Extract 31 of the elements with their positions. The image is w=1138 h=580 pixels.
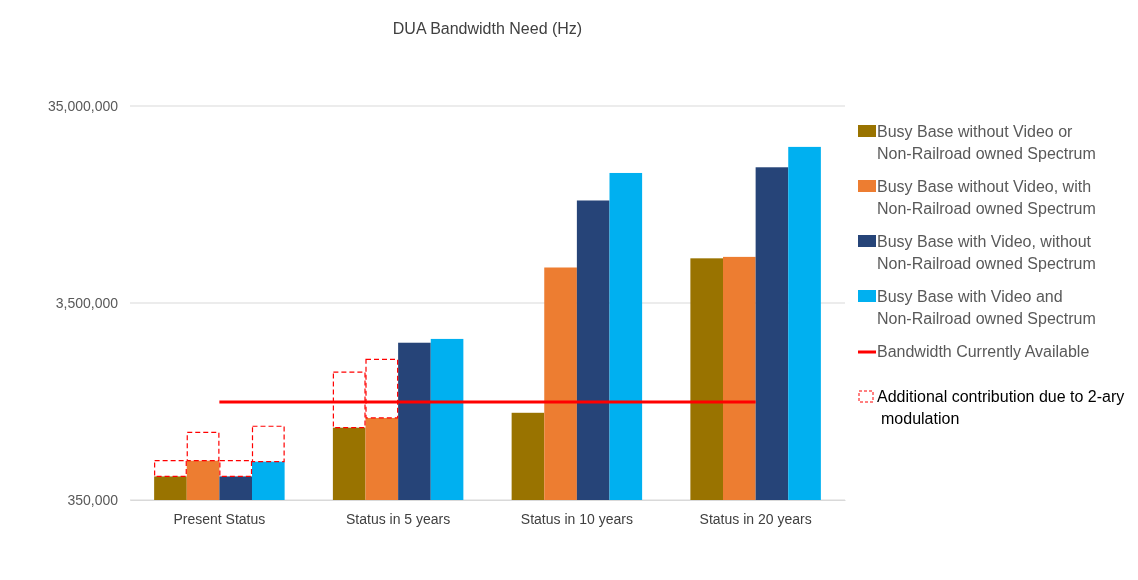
bar: [755, 167, 789, 500]
bar: [609, 172, 643, 500]
bar: [365, 417, 399, 500]
bar: [430, 338, 464, 500]
x-tick-label: Status in 10 years: [520, 510, 633, 527]
chart-title: DUA Bandwidth Need (Hz): [392, 20, 583, 37]
legend-label: Busy Base with Video and Non-Railroad owned Spectrum: [877, 288, 1096, 327]
x-tick-label: Present Status: [173, 510, 266, 527]
legend-label: Busy Base with Video, without Non-Railroad owned Spectrum: [877, 233, 1096, 272]
x-tick-label: Status in 5 years: [345, 510, 451, 527]
bar: [186, 460, 220, 500]
bar: [511, 412, 545, 500]
bar: [332, 427, 366, 500]
legend-label: Additional contribution due to 2-ary modulation: [877, 388, 1125, 427]
bar: [544, 267, 577, 500]
legend-label: Busy Base without Video or Non-Railroad owned Spectrum: [877, 123, 1096, 162]
x-tick-label: Status in 20 years: [699, 510, 812, 527]
legend-label: Bandwidth Currently Available: [877, 343, 1090, 360]
bar: [690, 258, 723, 500]
bar: [219, 476, 252, 500]
bar: [723, 256, 756, 500]
bar: [576, 200, 610, 500]
bar: [252, 461, 285, 500]
bar: [788, 146, 821, 500]
y-tick-label: 35,000,000: [47, 97, 119, 114]
bar: [154, 460, 187, 478]
legend-label: Busy Base without Video, with Non-Railroad owned Spectrum: [877, 178, 1096, 217]
y-tick-label: 3,500,000: [55, 294, 119, 311]
bar: [398, 342, 431, 500]
bar: [154, 476, 187, 500]
y-tick-label: 350,000: [67, 491, 119, 508]
